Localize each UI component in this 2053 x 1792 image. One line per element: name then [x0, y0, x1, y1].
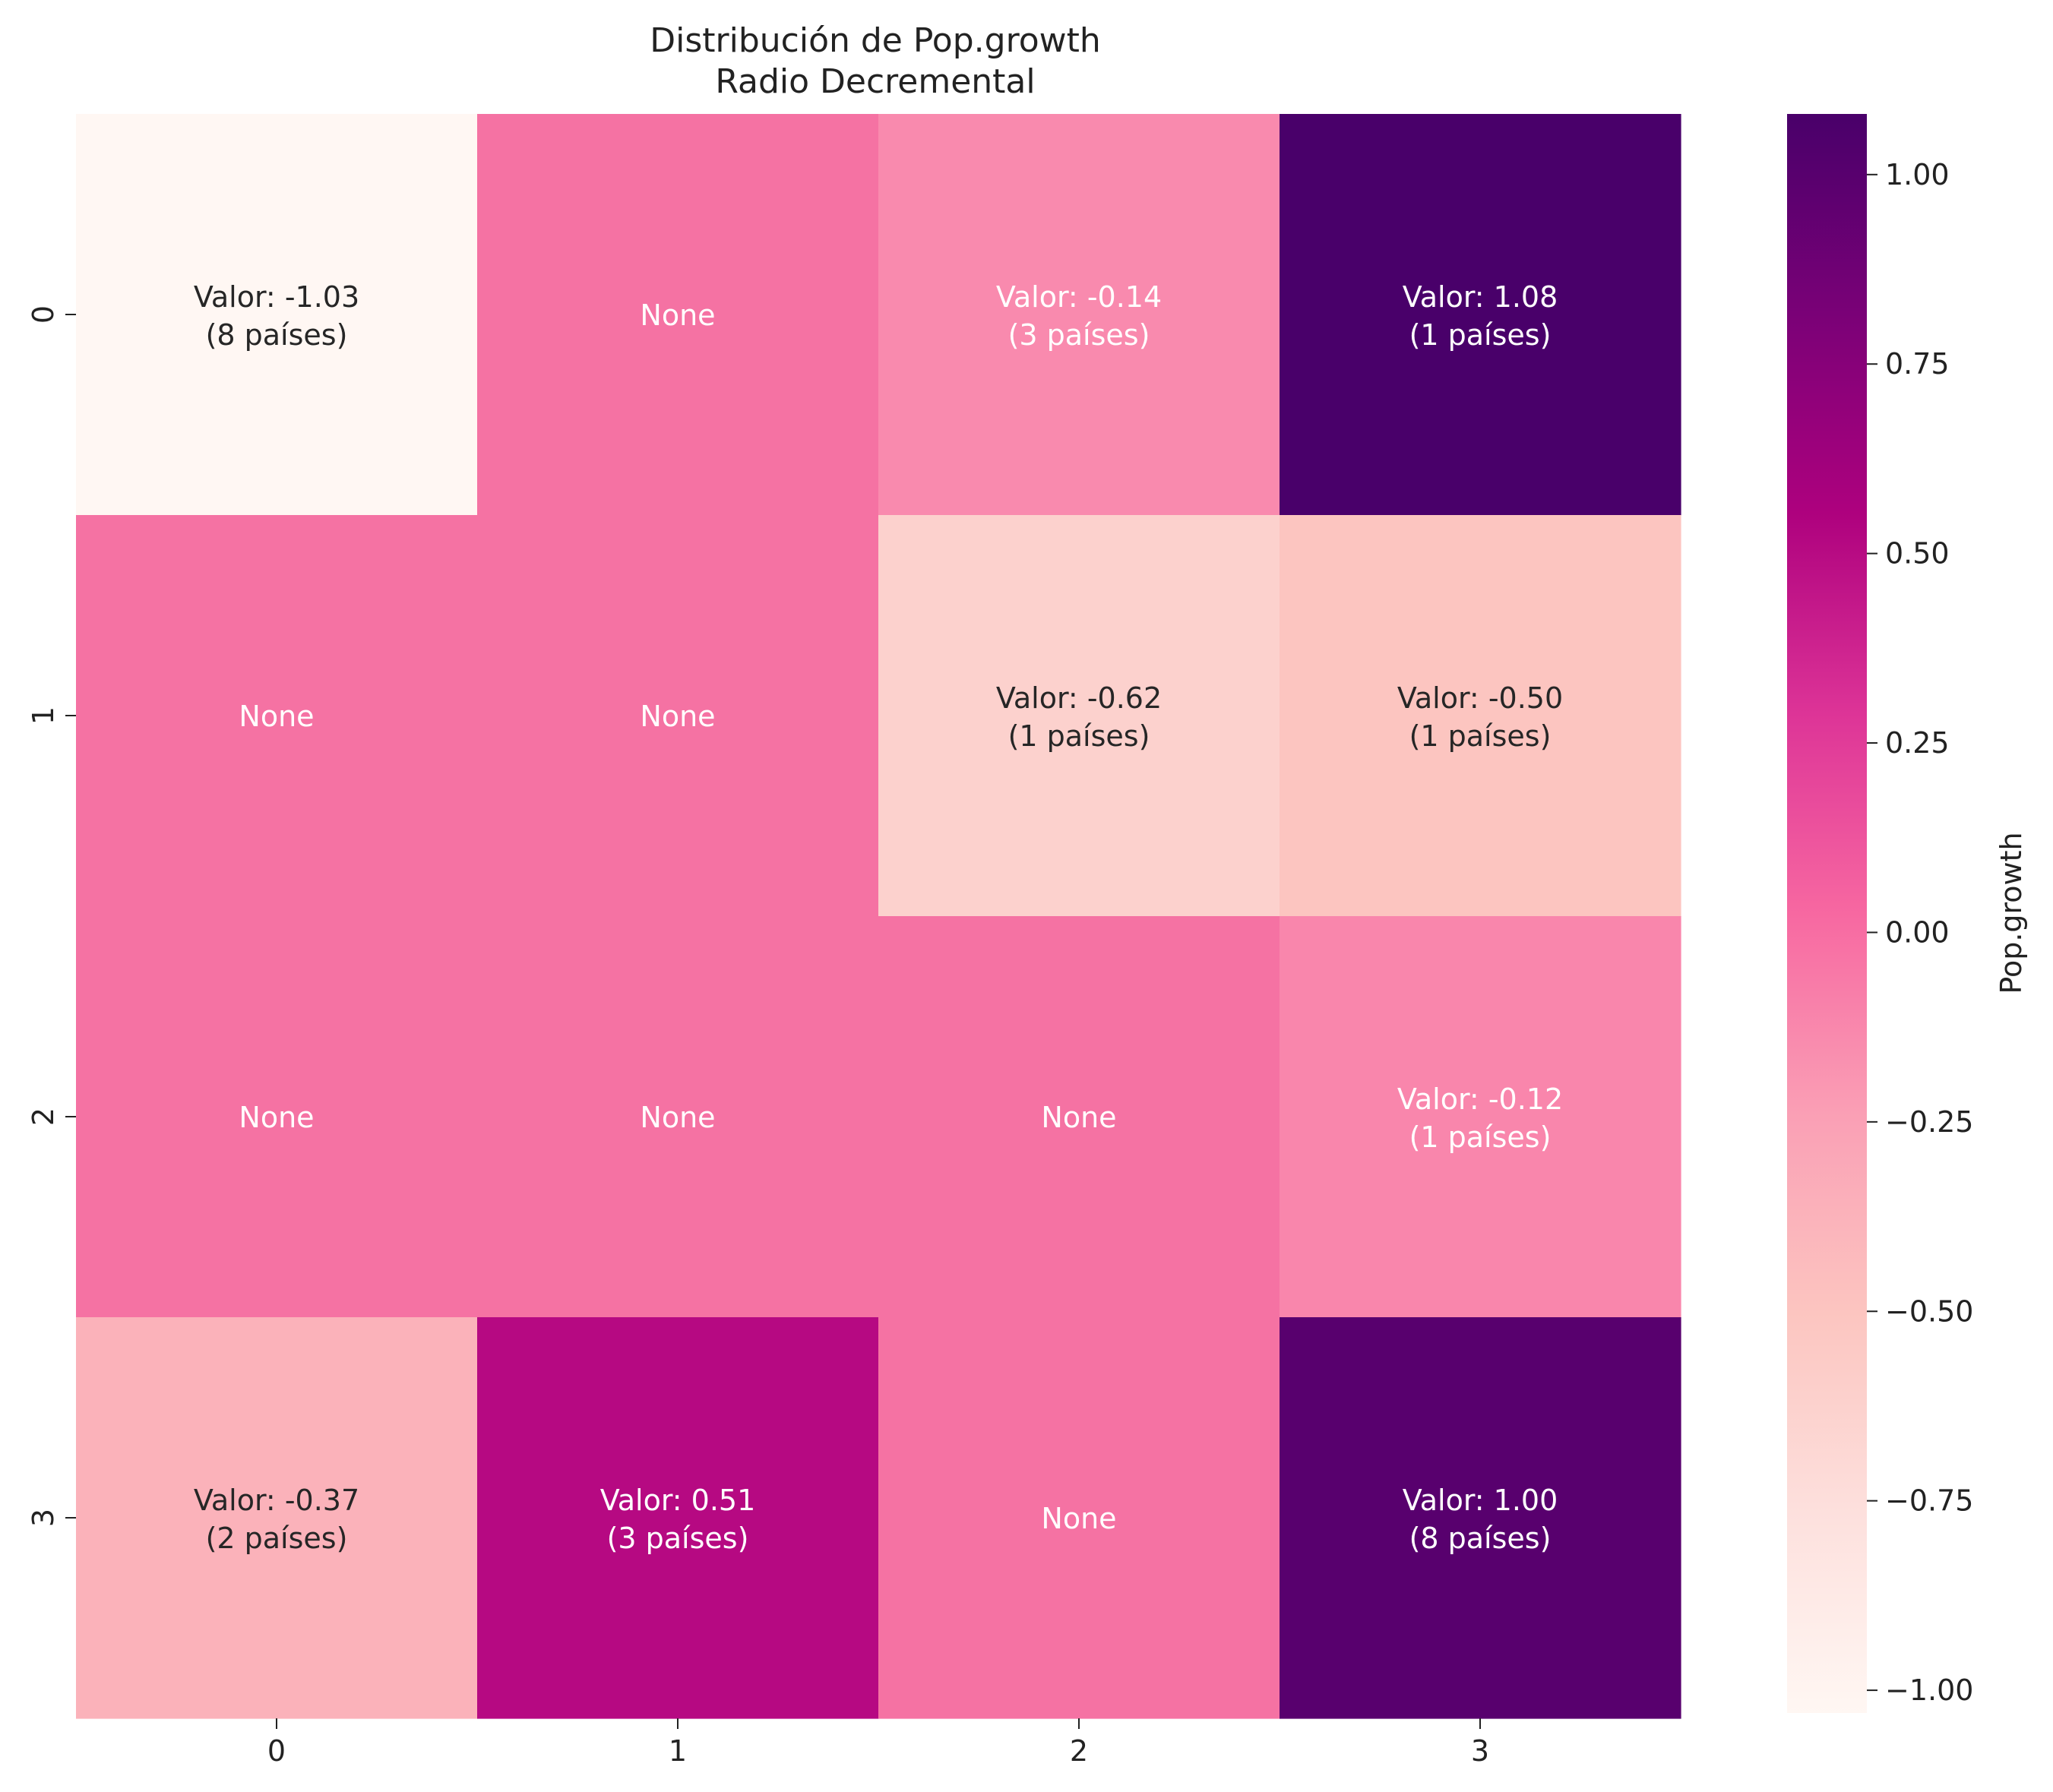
cell-label: None	[239, 1101, 314, 1134]
x-tick-label: 1	[669, 1734, 687, 1768]
cell-label: None	[1041, 1502, 1116, 1535]
y-axis: 0 1 2 3	[27, 305, 76, 1527]
cell-value-label: Valor: -0.37	[194, 1484, 359, 1517]
colorbar-tick-label: 0.50	[1885, 537, 1950, 570]
heatmap-cell	[477, 515, 879, 917]
cell-count-label: (3 países)	[1008, 318, 1150, 352]
heatmap-cell	[477, 916, 879, 1318]
heatmap-cell	[878, 515, 1280, 917]
cell-value-label: Valor: -0.12	[1397, 1082, 1563, 1116]
cell-count-label: (1 países)	[1409, 1120, 1552, 1154]
chart-subtitle: Radio Decremental	[715, 62, 1035, 101]
colorbar-tick-label: −0.50	[1885, 1294, 1973, 1328]
heatmap-cell	[1280, 1317, 1681, 1719]
cell-value-label: Valor: -1.03	[194, 280, 359, 314]
cell-count-label: (1 países)	[1409, 318, 1552, 352]
cell-label: None	[640, 700, 715, 733]
cell-label: None	[640, 299, 715, 332]
colorbar-tick-label: −1.00	[1885, 1673, 1973, 1707]
colorbar-tick-label: 0.75	[1885, 347, 1950, 381]
x-tick-label: 0	[267, 1734, 286, 1768]
y-tick-label: 0	[27, 305, 60, 324]
cell-count-label: (3 países)	[607, 1522, 749, 1555]
colorbar: −1.00 −0.75 −0.50 −0.25 0.00 0.25 0.50 0.75 1.00…	[1787, 114, 2028, 1713]
heatmap-cell	[477, 1317, 879, 1719]
heatmap-cell	[1280, 114, 1681, 516]
heatmap-cell	[76, 1317, 478, 1719]
heatmap-cell	[76, 916, 478, 1318]
cell-value-label: Valor: -0.14	[996, 280, 1162, 314]
cell-label: None	[239, 700, 314, 733]
heatmap-cell	[76, 515, 478, 917]
y-tick-label: 1	[27, 706, 60, 725]
heatmap-cell	[477, 114, 879, 516]
cell-count-label: (1 países)	[1008, 719, 1150, 753]
colorbar-tick-label: 0.00	[1885, 915, 1950, 949]
heatmap-cell	[76, 114, 478, 516]
heatmap-cell	[1280, 515, 1681, 917]
heatmap-cell	[878, 1317, 1280, 1719]
cell-label: None	[640, 1101, 715, 1134]
cell-label: None	[1041, 1101, 1116, 1134]
x-axis: 0 1 2 3	[267, 1718, 1489, 1768]
x-tick-label: 2	[1070, 1734, 1088, 1768]
cell-value-label: Valor: 1.08	[1403, 280, 1558, 314]
cell-value-label: Valor: -0.62	[996, 681, 1162, 715]
x-tick-label: 3	[1471, 1734, 1489, 1768]
heatmap-cells: Valor: -1.03 (8 países) None Valor: -0.14 (3…	[76, 114, 1681, 1719]
cell-count-label: (1 países)	[1409, 719, 1552, 753]
colorbar-tick-label: 0.25	[1885, 726, 1950, 760]
colorbar-tick-label: 1.00	[1885, 158, 1950, 191]
heatmap-cell	[1280, 916, 1681, 1318]
colorbar-ticks: −1.00 −0.75 −0.50 −0.25 0.00 0.25 0.50 0.75 1.00	[1867, 158, 1973, 1707]
colorbar-tick-label: −0.25	[1885, 1105, 1973, 1139]
colorbar-label: Pop.growth	[1994, 832, 2028, 994]
heatmap-cell	[878, 114, 1280, 516]
colorbar-tick-label: −0.75	[1885, 1484, 1973, 1518]
y-tick-label: 2	[27, 1108, 60, 1126]
y-tick-label: 3	[27, 1509, 60, 1527]
cell-count-label: (2 países)	[206, 1522, 348, 1555]
cell-value-label: Valor: 1.00	[1403, 1484, 1558, 1517]
heatmap-cell	[878, 916, 1280, 1318]
colorbar-gradient	[1787, 114, 1867, 1713]
cell-count-label: (8 países)	[206, 318, 348, 352]
chart-title: Distribución de Pop.growth	[650, 21, 1101, 60]
cell-value-label: Valor: -0.50	[1397, 681, 1563, 715]
cell-value-label: Valor: 0.51	[600, 1484, 756, 1517]
cell-count-label: (8 países)	[1409, 1522, 1552, 1555]
